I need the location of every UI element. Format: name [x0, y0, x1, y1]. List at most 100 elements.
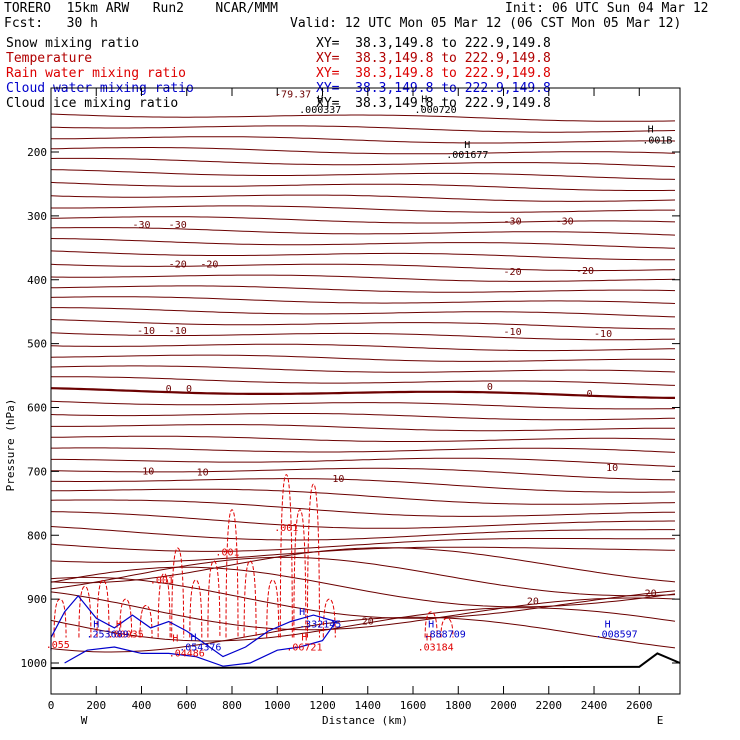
isotherm-line: [51, 205, 675, 213]
legend-xy-ice: XY= 38.3,149.8 to 222.9,149.8: [316, 96, 551, 111]
isotherm-line: [50, 435, 676, 442]
legend-xy-snow: XY= 38.3,149.8 to 222.9,149.8: [316, 36, 551, 51]
legend-xy-rain: XY= 38.3,149.8 to 222.9,149.8: [316, 66, 551, 81]
x-tick-label: 0: [48, 699, 55, 712]
temperature-label: -20: [504, 267, 522, 278]
rain-contour: [53, 598, 67, 638]
rain-contour: [279, 474, 293, 638]
temperature-label: 0: [586, 389, 592, 400]
legend-label-temperature: Temperature: [6, 51, 93, 66]
isotherm-line: [50, 319, 675, 330]
cloud-extremum-label: H: [191, 632, 197, 643]
isotherm-line: [50, 546, 676, 563]
legend-xy-temperature: XY= 38.3,149.8 to 222.9,149.8: [316, 51, 551, 66]
isotherm-line: [50, 526, 675, 541]
x-tick-label: 2400: [581, 699, 608, 712]
cloud-extremum-label: H: [93, 620, 99, 631]
temperature-label: 10: [142, 466, 154, 477]
temperature-label: 0: [487, 382, 493, 393]
cloud-water-contour: [50, 594, 338, 667]
isotherm-line: [50, 467, 676, 481]
rain-contour: [171, 547, 185, 638]
rain-contour: [243, 560, 257, 638]
y-tick-label: 300: [27, 210, 47, 223]
temperature-label: 0: [166, 384, 172, 395]
isotherm-line: [51, 447, 676, 453]
x-tick-label: 200: [86, 699, 106, 712]
snow-extremum-label: H: [464, 140, 470, 151]
temperature-label: -10: [137, 326, 155, 337]
rain-contour: [225, 509, 239, 638]
plot-frame: [50, 87, 681, 695]
rain-extremum-label: .055: [46, 640, 70, 651]
contour-labels: -79.37 -30 -30 -30 -30 -20 -20 -20 -20 -10 -10 -10 -…: [46, 90, 673, 660]
isotherm-line: [51, 488, 676, 505]
init-time: Init: 06 UTC Sun 04 Mar 12: [505, 1, 709, 16]
rain-contour: [424, 611, 438, 638]
terrain-line: [50, 652, 681, 670]
snow-extremum-label: H: [421, 95, 427, 106]
rain-contour: [293, 509, 307, 638]
forecast-hour: Fcst: 30 h: [4, 16, 98, 31]
temperature-label: -10: [169, 326, 187, 337]
x-tick-label: 2000: [490, 699, 517, 712]
isotherm-line: [50, 181, 675, 191]
temperature-contours: [50, 113, 676, 653]
y-tick-label: 700: [27, 465, 47, 478]
isotherm-line: [50, 263, 676, 272]
isotherm-line: [50, 169, 676, 180]
y-tick-label: 200: [27, 146, 47, 159]
cloud-extremum-label: .008597: [596, 629, 638, 640]
x-axis-title: Distance (km): [322, 714, 408, 727]
temperature-label: -20: [200, 259, 218, 270]
isotherm-line: [50, 400, 676, 410]
temperature-label: -10: [594, 329, 612, 340]
temperature-label: -10: [504, 327, 522, 338]
temperature-label: 10: [332, 474, 344, 485]
x-tick-label: 1200: [309, 699, 336, 712]
temperature-label: 10: [606, 463, 618, 474]
rain-contour: [207, 560, 221, 638]
isotherm-line: [50, 365, 676, 373]
isotherm-line: [50, 413, 676, 421]
isotherm-line: [51, 376, 676, 386]
x-tick-label: 1800: [445, 699, 472, 712]
isotherm-line: [50, 547, 676, 584]
temperature-label: -30: [556, 217, 574, 228]
isotherm-line: [51, 457, 676, 467]
legend-label-rain: Rain water mixing ratio: [6, 66, 187, 81]
isotherm-line: [50, 478, 675, 493]
cloud-extremum-label: .253689: [86, 629, 128, 640]
rain-extremum-label: H: [426, 632, 432, 643]
isotherm-line: [50, 499, 675, 517]
rain-extremum-label: H: [301, 632, 307, 643]
rain-extremum-label: H: [116, 620, 122, 631]
temperature-label: -30: [504, 217, 522, 228]
snow-extremum-label: .000720: [415, 105, 457, 116]
isotherm-line: [50, 113, 676, 122]
isotherm-line: [50, 332, 676, 341]
isotherm-line: [50, 216, 676, 224]
west-label: W: [81, 714, 88, 727]
isotherm-line: [51, 307, 676, 318]
rain-contour: [78, 585, 92, 638]
isotherm-line: [50, 387, 675, 399]
rain-extremum-label: .001: [274, 523, 298, 534]
isotherm-line: [50, 538, 675, 552]
isotherm-line: [50, 566, 676, 608]
cloud-extremum-label: H: [605, 620, 611, 631]
snow-extremum-label: H: [648, 125, 654, 136]
isotherm-line: [50, 296, 676, 304]
cloud-extremum-label: .332145: [299, 620, 341, 631]
legend-label-snow: Snow mixing ratio: [6, 36, 140, 51]
x-tick-label: 600: [177, 699, 197, 712]
rain-extremum-label: .001: [215, 547, 239, 558]
isotherm-line: [50, 125, 676, 133]
temperature-label: 10: [197, 468, 209, 479]
rain-contour: [119, 598, 133, 638]
y-tick-label: 900: [27, 593, 47, 606]
temperature-label: 20: [645, 588, 657, 599]
rain-extremum-label: .00035: [108, 629, 144, 640]
x-tick-label: 1600: [400, 699, 427, 712]
y-tick-label: 600: [27, 402, 47, 415]
